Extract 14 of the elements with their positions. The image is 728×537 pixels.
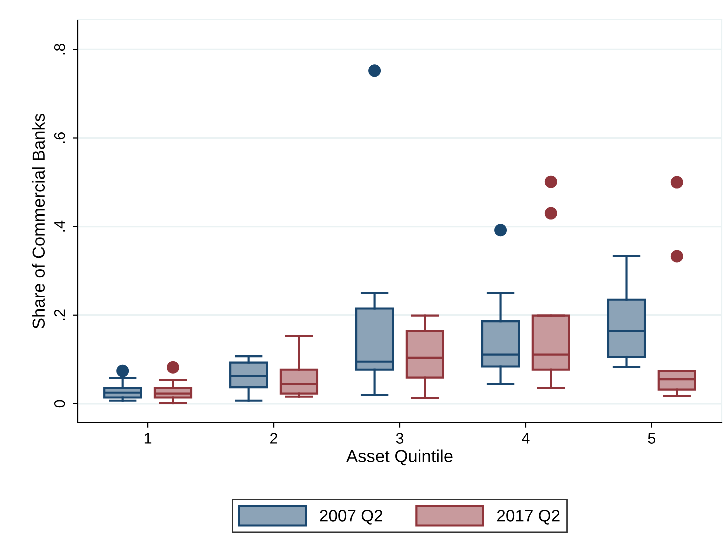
x-axis-title: Asset Quintile: [346, 450, 453, 466]
y-tick-label: .8: [54, 44, 66, 55]
legend-label: 2017 Q2: [498, 510, 560, 525]
x-tick-label: 4: [522, 433, 530, 444]
x-tick-label: 5: [648, 433, 656, 444]
y-tick-label: 0: [54, 400, 66, 408]
x-tick-label: 1: [144, 433, 152, 444]
x-tick-label: 3: [396, 433, 404, 444]
legend-label: 2007 Q2: [320, 510, 382, 525]
y-tick-label: .2: [54, 310, 66, 320]
y-tick-label: .4: [54, 220, 66, 232]
x-tick-label: 2: [270, 433, 278, 444]
y-axis-title: Share of Commercial Banks: [32, 114, 46, 329]
y-tick-label: .6: [54, 132, 66, 144]
